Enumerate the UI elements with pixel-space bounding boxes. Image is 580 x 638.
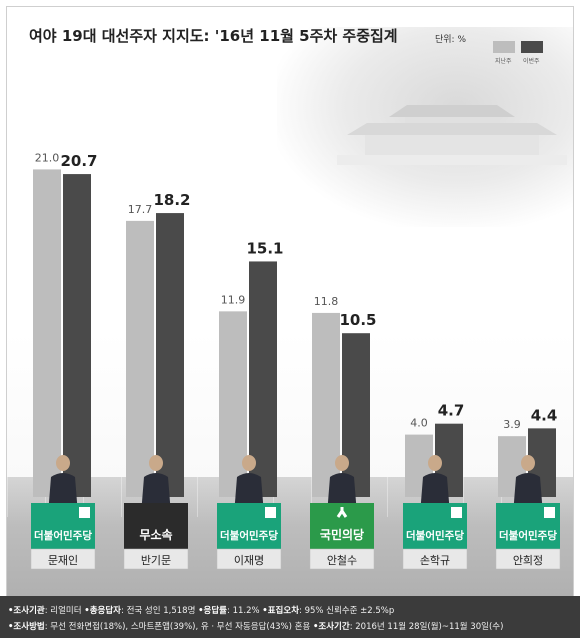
candidate-name-4: 안철수	[327, 554, 357, 567]
party-logo-5	[451, 507, 462, 518]
name-plate-3	[216, 548, 282, 570]
legend: 지난주 이번주	[493, 41, 573, 71]
bar-curr-1	[63, 174, 91, 497]
party-logo-4	[336, 507, 348, 518]
party-name-1: 더불어민주당	[34, 529, 92, 542]
candidate-head-1	[56, 455, 70, 471]
note-line1-value-3: : 11.2%	[227, 606, 263, 616]
note-line2-key-1: •조사방법	[8, 622, 45, 632]
survey-notes-line-1: •조사기관: 리얼미터 •총응답자: 전국 성인 1,518명 •응답률: 11…	[8, 604, 394, 616]
note-line2-key-2: •조사기간	[312, 622, 350, 632]
unit-label: 단위: %	[435, 35, 467, 45]
bar-curr-2	[156, 213, 184, 497]
blue-house-illustration	[337, 105, 567, 165]
party-name-4: 국민의당	[320, 527, 364, 542]
survey-notes: •조사기관: 리얼미터 •총응답자: 전국 성인 1,518명 •응답률: 11…	[0, 596, 580, 638]
party-name-5: 더불어민주당	[406, 529, 464, 542]
party-name-3: 더불어민주당	[220, 529, 278, 542]
floor	[7, 477, 573, 597]
candidate-name-3: 이재명	[234, 554, 264, 567]
note-line1-value-2: : 전국 성인 1,518명	[121, 606, 199, 616]
name-plate-1	[30, 548, 96, 570]
value-label-prev-6: 3.9	[503, 418, 521, 431]
legend-swatch-curr	[521, 41, 543, 53]
floor-lines	[7, 477, 573, 517]
party-logo-3	[265, 507, 276, 518]
value-label-curr-6: 4.4	[531, 406, 558, 424]
bar-prev-2	[126, 220, 154, 497]
note-line2-value-1: : 무선 전화면접(18%), 스마트폰앱(39%), 유 · 무선 자동응답(…	[44, 622, 313, 632]
note-line1-key-4: •표집오차	[262, 606, 300, 616]
value-label-prev-3: 11.9	[221, 293, 246, 306]
party-logo-1	[79, 507, 90, 518]
survey-notes-line-2: •조사방법: 무선 전화면접(18%), 스마트폰앱(39%), 유 · 무선 …	[8, 620, 503, 632]
value-label-curr-3: 15.1	[246, 239, 283, 257]
candidate-head-5	[428, 455, 442, 471]
candidate-head-2	[149, 455, 163, 471]
value-label-curr-1: 20.7	[60, 152, 97, 170]
legend-swatch-prev	[493, 41, 515, 53]
candidate-head-4	[335, 455, 349, 471]
value-label-prev-5: 4.0	[410, 417, 428, 430]
name-plate-4	[309, 548, 375, 570]
note-line2-value-2: : 2016년 11월 28일(월)~11월 30일(수)	[349, 622, 504, 632]
note-line1-key-2: •총응답자	[84, 606, 121, 616]
legend-label-curr: 이번주	[523, 58, 540, 65]
bar-prev-1	[33, 169, 61, 497]
note-line1-key-3: •응답률	[198, 606, 228, 616]
value-label-curr-4: 10.5	[339, 311, 376, 329]
candidate-name-6: 안희정	[513, 554, 543, 567]
name-plate-2	[123, 548, 189, 570]
party-name-2: 무소속	[139, 528, 172, 542]
chart-frame: 여야 19대 대선주자 지지도: '16년 11월 5주차 주중집계 단위: %…	[6, 6, 574, 598]
value-label-prev-1: 21.0	[35, 151, 60, 164]
party-name-6: 더불어민주당	[499, 529, 557, 542]
bar-prev-3	[219, 311, 247, 497]
candidate-head-6	[521, 455, 535, 471]
note-line1-value-1: : 리얼미터	[44, 606, 85, 616]
name-plate-6	[495, 548, 561, 570]
candidate-name-5: 손학규	[420, 554, 450, 567]
note-line1-key-1: •조사기관	[8, 606, 45, 616]
chart-title: 여야 19대 대선주자 지지도: '16년 11월 5주차 주중집계	[29, 27, 398, 45]
bar-curr-4	[342, 333, 370, 497]
name-plate-5	[402, 548, 468, 570]
legend-label-prev: 지난주	[495, 58, 512, 65]
value-label-curr-2: 18.2	[153, 191, 190, 209]
candidate-name-2: 반기문	[141, 554, 171, 567]
candidate-head-3	[242, 455, 256, 471]
party-logo-6	[544, 507, 555, 518]
party-plate-2	[124, 503, 188, 549]
bar-prev-4	[312, 312, 340, 497]
value-label-prev-4: 11.8	[314, 295, 339, 308]
value-label-prev-2: 17.7	[128, 203, 153, 216]
note-line1-value-4: : 95% 신뢰수준 ±2.5%p	[299, 606, 395, 616]
candidate-name-1: 문재인	[48, 554, 78, 567]
value-label-curr-5: 4.7	[438, 402, 465, 420]
